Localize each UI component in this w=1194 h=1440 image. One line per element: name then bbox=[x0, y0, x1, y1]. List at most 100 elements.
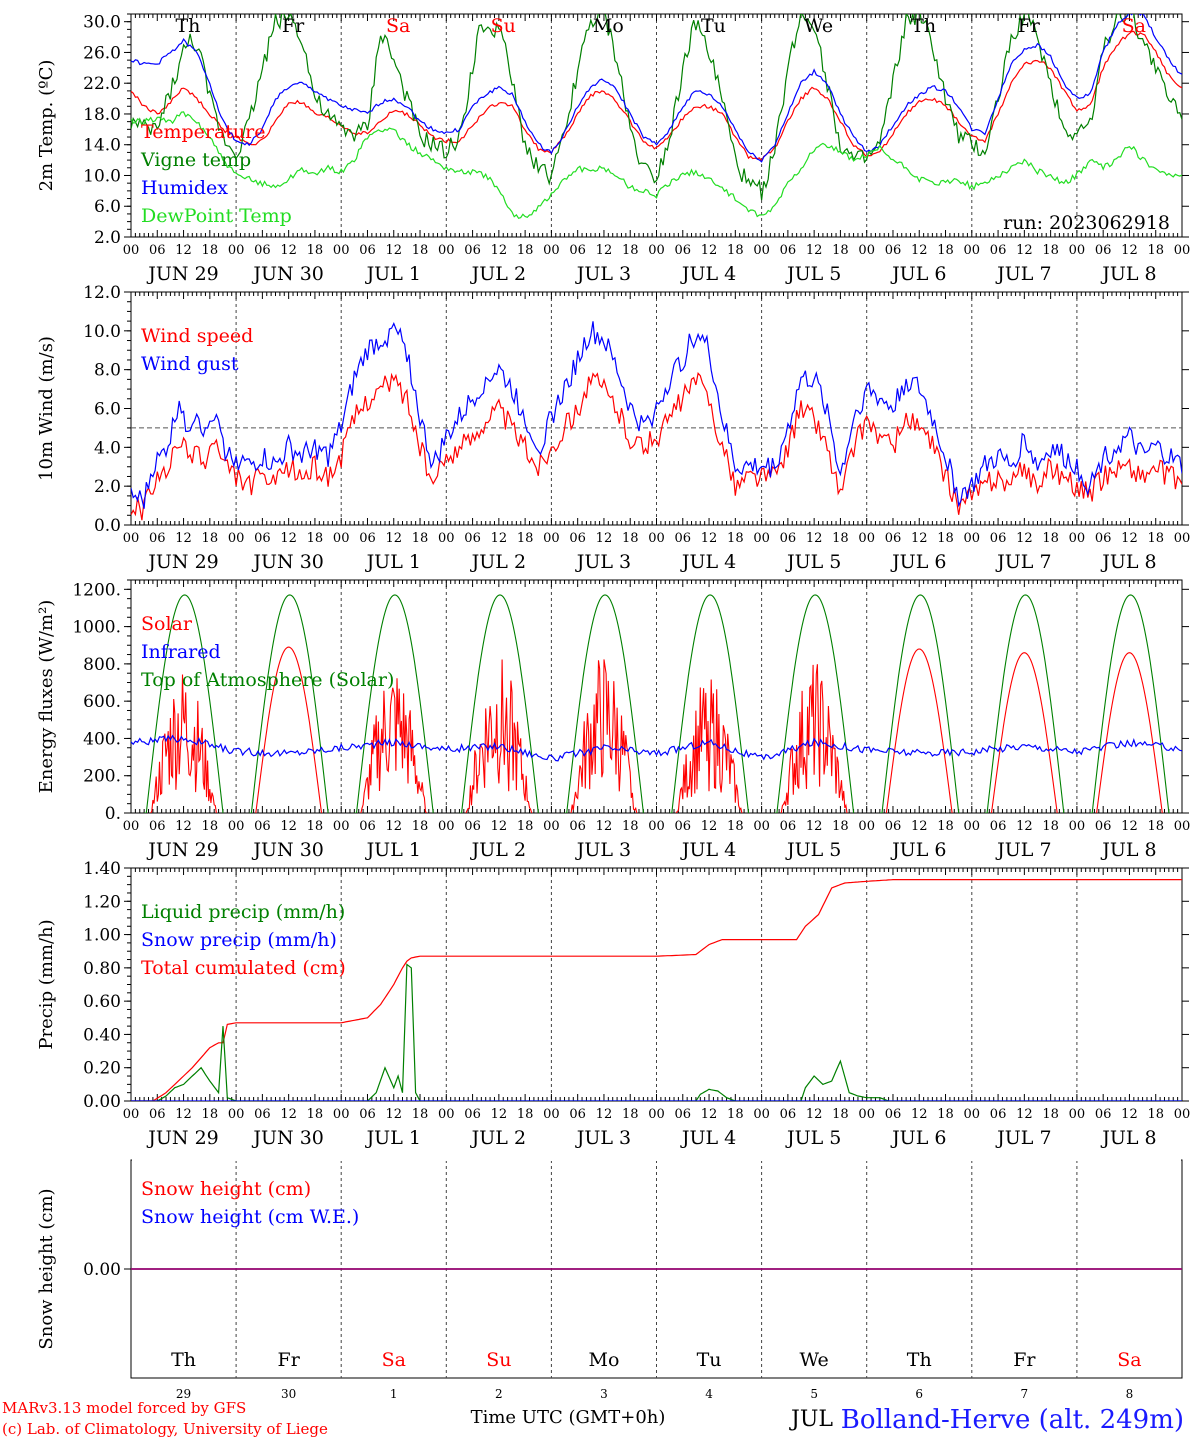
hour-tick-label: 12 bbox=[175, 531, 192, 546]
date-label: JUN 29 bbox=[146, 1127, 218, 1149]
hour-tick-label: 18 bbox=[517, 819, 534, 834]
hour-tick-label: 12 bbox=[806, 819, 823, 834]
hour-tick-label: 18 bbox=[1147, 531, 1164, 546]
hour-tick-label: 00 bbox=[1174, 819, 1191, 834]
hour-tick-label: 06 bbox=[149, 1107, 166, 1122]
hour-tick-label: 06 bbox=[990, 243, 1007, 258]
series-infrared bbox=[131, 734, 1182, 762]
y-tick-label: 26.0 bbox=[83, 43, 121, 63]
day-name-label: Su bbox=[486, 1349, 511, 1371]
hour-tick-label: 18 bbox=[937, 531, 954, 546]
hour-tick-label: 00 bbox=[438, 1107, 455, 1122]
day-name-label: Th bbox=[907, 1349, 932, 1371]
y-tick-label: 6.0 bbox=[94, 400, 121, 420]
hour-tick-label: 00 bbox=[964, 531, 981, 546]
hour-tick-label: 00 bbox=[123, 819, 140, 834]
y-tick-label: 18.0 bbox=[83, 105, 121, 125]
plot-area bbox=[131, 879, 1182, 1101]
day-name-label: Tu bbox=[697, 1349, 722, 1371]
legend-entry: Solar bbox=[141, 613, 193, 635]
hour-tick-label: 00 bbox=[1174, 243, 1191, 258]
hour-tick-label: 00 bbox=[543, 819, 560, 834]
series-humidex bbox=[131, 14, 1182, 163]
x-axis-label: Time UTC (GMT+0h) bbox=[471, 1407, 666, 1428]
day-number-label: 6 bbox=[915, 1387, 923, 1401]
y-axis-label: Snow height (cm) bbox=[36, 1188, 57, 1349]
hour-tick-label: 18 bbox=[517, 243, 534, 258]
hour-tick-label: 12 bbox=[1016, 243, 1033, 258]
plot-area bbox=[131, 321, 1182, 521]
hour-tick-label: 12 bbox=[491, 819, 508, 834]
day-number-label: 3 bbox=[600, 1387, 608, 1401]
hour-tick-label: 00 bbox=[858, 819, 875, 834]
y-tick-label: 0.80 bbox=[83, 959, 121, 979]
hour-tick-label: 06 bbox=[675, 819, 692, 834]
legend-entry: Humidex bbox=[141, 177, 228, 199]
date-label: JUL 4 bbox=[680, 839, 736, 861]
hour-tick-label: 12 bbox=[491, 1107, 508, 1122]
date-label: JUL 7 bbox=[995, 1127, 1051, 1149]
date-label: JUL 6 bbox=[890, 839, 946, 861]
hour-tick-label: 18 bbox=[412, 1107, 429, 1122]
day-number-label: 4 bbox=[705, 1387, 713, 1401]
day-number-label: 5 bbox=[810, 1387, 818, 1401]
day-number-label: 30 bbox=[281, 1387, 296, 1401]
hour-tick-label: 06 bbox=[885, 819, 902, 834]
hour-tick-label: 12 bbox=[280, 531, 297, 546]
day-name-label: Mo bbox=[593, 15, 624, 37]
hour-tick-label: 06 bbox=[359, 531, 376, 546]
hour-tick-label: 00 bbox=[858, 1107, 875, 1122]
series-solar bbox=[150, 646, 1163, 813]
hour-tick-label: 06 bbox=[990, 531, 1007, 546]
hour-tick-label: 00 bbox=[648, 531, 665, 546]
hour-tick-label: 06 bbox=[464, 1107, 481, 1122]
date-label: JUL 3 bbox=[575, 263, 631, 285]
hour-tick-label: 12 bbox=[701, 531, 718, 546]
hour-tick-label: 00 bbox=[438, 243, 455, 258]
hour-tick-label: 18 bbox=[937, 819, 954, 834]
hour-tick-label: 00 bbox=[228, 531, 245, 546]
day-name-label: Mo bbox=[588, 1349, 619, 1371]
hour-tick-label: 06 bbox=[149, 531, 166, 546]
hour-tick-label: 00 bbox=[543, 531, 560, 546]
day-name-label: Th bbox=[171, 1349, 196, 1371]
date-label: JUL 8 bbox=[1100, 263, 1156, 285]
date-label: JUL 3 bbox=[575, 1127, 631, 1149]
y-tick-label: 0.60 bbox=[83, 992, 121, 1012]
hour-tick-label: 12 bbox=[1121, 531, 1138, 546]
date-label: JUL 2 bbox=[470, 551, 526, 573]
y-axis-label: Energy fluxes (W/m²) bbox=[36, 600, 57, 794]
copyright-credit: (c) Lab. of Climatology, University of L… bbox=[2, 1420, 328, 1438]
date-label: JUN 29 bbox=[146, 839, 218, 861]
legend-entry: Liquid precip (mm/h) bbox=[141, 901, 345, 923]
legend-entry: Wind gust bbox=[141, 353, 239, 375]
y-tick-label: 2.0 bbox=[94, 477, 121, 497]
hour-tick-label: 12 bbox=[175, 243, 192, 258]
hour-tick-label: 12 bbox=[911, 1107, 928, 1122]
hour-tick-label: 18 bbox=[412, 531, 429, 546]
hour-tick-label: 12 bbox=[491, 531, 508, 546]
hour-tick-label: 18 bbox=[1042, 1107, 1059, 1122]
hour-tick-label: 06 bbox=[359, 819, 376, 834]
hour-tick-label: 00 bbox=[228, 819, 245, 834]
hour-tick-label: 00 bbox=[964, 243, 981, 258]
hour-tick-label: 00 bbox=[648, 819, 665, 834]
y-tick-label: 4.0 bbox=[94, 438, 121, 458]
hour-tick-label: 06 bbox=[149, 819, 166, 834]
hour-tick-label: 00 bbox=[753, 819, 770, 834]
series-vigne-temp bbox=[131, 14, 1182, 201]
y-tick-label: 1.00 bbox=[83, 926, 121, 946]
y-tick-label: 1.20 bbox=[83, 892, 121, 912]
hour-tick-label: 12 bbox=[385, 1107, 402, 1122]
y-axis-label: 10m Wind (m/s) bbox=[36, 336, 57, 481]
day-name-label: Sa bbox=[382, 1349, 406, 1371]
chart-panels: 00 06 12 18 00 06 12 18 00 06 12 18 00 06 12 18 00 06 12 18… bbox=[36, 13, 1191, 1401]
hour-tick-label: 00 bbox=[123, 1107, 140, 1122]
hour-tick-label: 12 bbox=[175, 819, 192, 834]
hour-tick-label: 00 bbox=[543, 243, 560, 258]
hour-tick-label: 18 bbox=[727, 531, 744, 546]
hour-tick-label: 18 bbox=[727, 819, 744, 834]
hour-tick-label: 18 bbox=[832, 243, 849, 258]
y-tick-label: 800. bbox=[83, 655, 121, 675]
date-label: JUL 1 bbox=[365, 1127, 421, 1149]
